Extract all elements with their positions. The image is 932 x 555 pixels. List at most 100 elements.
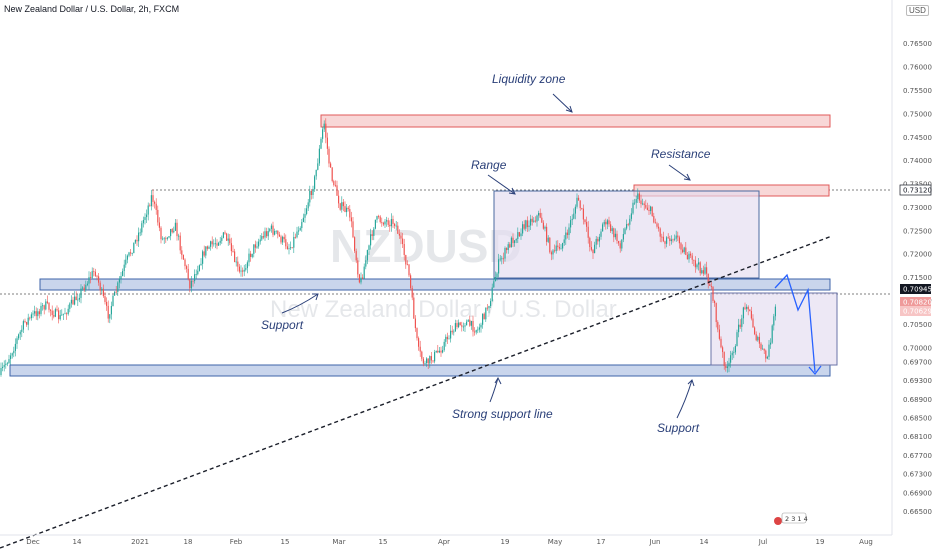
price-label-bg — [900, 297, 931, 307]
candle-body — [718, 329, 720, 339]
candle-body — [595, 238, 597, 245]
candle-body — [493, 281, 495, 288]
trendline[interactable] — [0, 235, 833, 549]
candle-body — [328, 148, 330, 164]
candle-body — [275, 230, 277, 232]
candle-body — [115, 291, 117, 293]
candle-body — [37, 311, 39, 317]
candle-body — [450, 330, 452, 339]
event-icon[interactable] — [774, 517, 782, 525]
liquidity-zone[interactable] — [320, 114, 831, 128]
candle-body — [355, 251, 357, 261]
watermark-name: New Zealand Dollar / U.S. Dollar — [270, 296, 617, 323]
candle-body — [728, 362, 730, 367]
candle-body — [35, 311, 37, 317]
candle-body — [264, 231, 266, 238]
candle-body — [330, 163, 332, 168]
candle-body — [584, 219, 586, 223]
candle-body — [118, 278, 120, 283]
candle-body — [658, 226, 660, 229]
candle-body — [656, 223, 658, 227]
candle-body — [573, 213, 575, 219]
candle-body — [107, 305, 109, 319]
candle-body — [198, 265, 200, 271]
candle-body — [229, 238, 231, 244]
candle-body — [40, 305, 42, 315]
candle-body — [434, 352, 436, 362]
candle-body — [227, 238, 229, 241]
candle-body — [771, 325, 773, 343]
candle-body — [696, 264, 698, 268]
candle-body — [486, 307, 488, 309]
candle-body — [315, 169, 317, 177]
candle-body — [538, 212, 540, 216]
candle-body — [350, 217, 352, 222]
candle-body — [733, 352, 735, 354]
range-box[interactable] — [493, 190, 760, 279]
time-tick: Aug — [859, 538, 873, 546]
candle-body — [672, 239, 674, 241]
lower-support-zone[interactable] — [9, 364, 831, 377]
candle-body — [690, 253, 692, 256]
candle-body — [96, 275, 98, 277]
projection-path[interactable] — [774, 273, 816, 373]
candle-body — [560, 248, 562, 250]
candle-body — [278, 234, 280, 237]
candle-body — [226, 233, 228, 241]
candle-body — [165, 238, 167, 240]
candle-body — [605, 221, 607, 225]
candle-body — [646, 207, 648, 210]
candle-body — [240, 270, 242, 272]
price-tick: 0.66900 — [903, 489, 932, 497]
upper-support-zone[interactable] — [39, 278, 831, 291]
candle-body — [285, 239, 287, 247]
candle-body — [310, 190, 312, 196]
candle-body — [93, 271, 95, 272]
candle-body — [46, 301, 48, 303]
candle-body — [562, 242, 564, 249]
candle-body — [621, 239, 623, 249]
candle-body — [125, 259, 127, 265]
candle-body — [38, 311, 40, 315]
candle-body — [138, 232, 140, 242]
candle-body — [774, 306, 776, 317]
candle-body — [754, 327, 756, 335]
candlestick-series — [0, 118, 776, 377]
candle-body — [69, 303, 71, 309]
candle-body — [501, 258, 503, 260]
time-axis[interactable]: Dec 14 2021 18 Feb 15 Mar 15 Apr 19 May 17 Jun 14 Jul 1… — [26, 538, 873, 546]
candle-body — [189, 279, 191, 289]
candle-body — [474, 331, 476, 333]
candle-body — [419, 346, 421, 352]
candle-body — [312, 189, 314, 196]
candle-body — [568, 227, 570, 235]
candle-body — [734, 346, 736, 353]
time-tick: 14 — [73, 538, 82, 546]
candle-body — [126, 255, 128, 260]
candle-body — [200, 263, 202, 266]
candle-body — [267, 231, 269, 237]
candle-body — [773, 316, 775, 326]
candle-body — [48, 302, 50, 310]
candle-body — [86, 283, 88, 286]
candle-body — [510, 237, 512, 248]
candle-body — [346, 207, 348, 213]
currency-badge[interactable]: USD — [906, 5, 929, 16]
candle-body — [109, 314, 111, 319]
candle-body — [365, 260, 367, 267]
event-badge[interactable] — [781, 512, 807, 524]
candle-body — [251, 253, 253, 257]
candle-body — [682, 249, 684, 253]
candle-body — [178, 235, 180, 237]
candle-body — [317, 163, 319, 170]
candle-body — [333, 181, 335, 185]
candle-body — [307, 202, 309, 209]
candle-body — [149, 205, 151, 207]
candle-body — [600, 231, 602, 237]
candle-body — [42, 305, 44, 307]
candle-body — [592, 249, 594, 254]
price-axis[interactable]: 0.76500 0.76000 0.75500 0.75000 0.74500 0.740… — [903, 40, 932, 516]
price-tick: 0.70000 — [903, 344, 932, 352]
